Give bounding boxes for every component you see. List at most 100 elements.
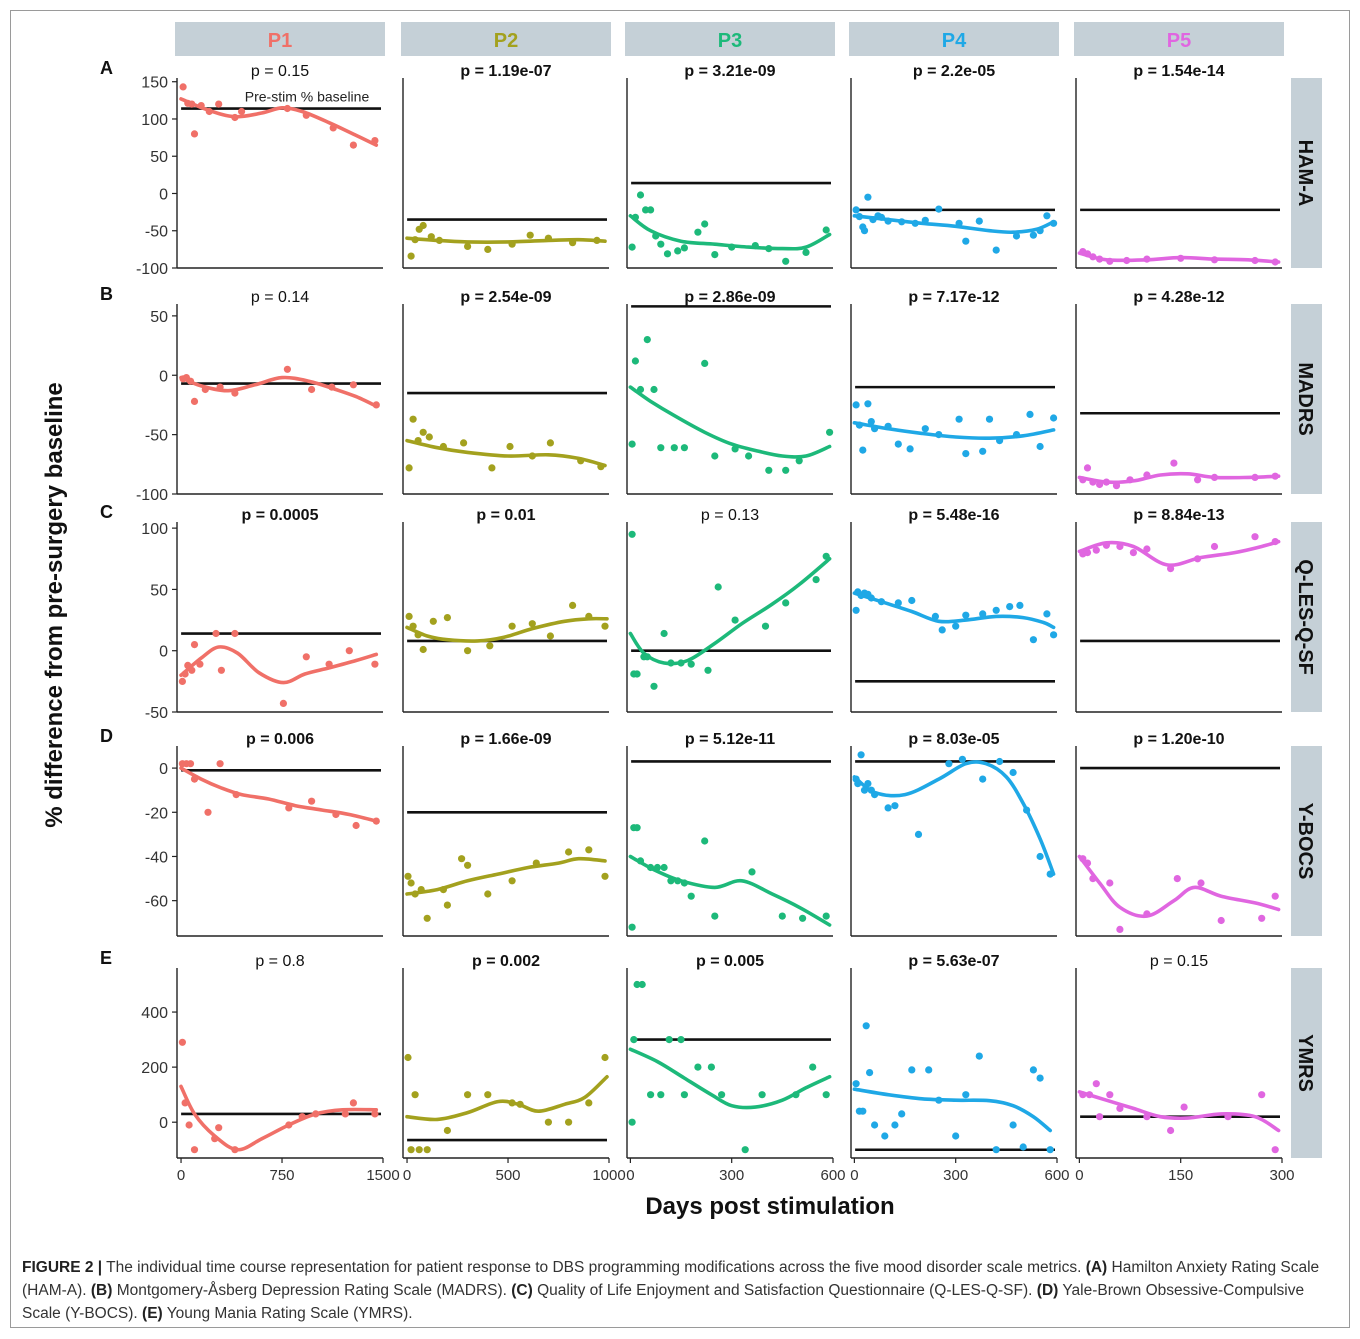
fit-curve xyxy=(179,766,379,823)
data-point xyxy=(795,457,803,465)
data-point xyxy=(707,1063,716,1071)
data-point xyxy=(464,861,472,869)
data-point xyxy=(1271,1146,1279,1154)
data-point xyxy=(859,1107,867,1115)
data-point xyxy=(532,859,540,867)
data-point xyxy=(352,821,360,830)
data-point xyxy=(636,857,645,865)
panel-letter-b: B xyxy=(100,284,113,304)
data-point xyxy=(864,780,872,788)
y-tick-label: 0 xyxy=(159,761,168,778)
data-point xyxy=(1019,1143,1027,1151)
y-tick-label: -100 xyxy=(136,487,168,504)
data-point xyxy=(636,385,645,394)
data-point xyxy=(992,606,1000,614)
data-point xyxy=(958,755,967,763)
data-point xyxy=(546,632,555,640)
data-point xyxy=(647,1091,655,1099)
data-point xyxy=(935,1096,943,1104)
data-point xyxy=(419,428,427,436)
fit-curve xyxy=(628,1047,832,1110)
data-point xyxy=(782,599,790,607)
panel-b-p1: 50 0 -50 -100 p = 0.14 xyxy=(136,289,383,504)
data-point xyxy=(404,872,412,880)
data-point xyxy=(952,622,960,630)
data-point xyxy=(1194,476,1202,484)
data-point xyxy=(1102,478,1110,486)
data-point xyxy=(1083,250,1092,258)
panel-d-p5: p = 1.20e-10 xyxy=(1075,731,1282,937)
data-point xyxy=(782,466,790,474)
data-point xyxy=(1085,1091,1094,1099)
data-point xyxy=(488,464,496,472)
data-point xyxy=(996,437,1004,445)
data-point xyxy=(283,365,291,373)
data-point xyxy=(877,598,886,606)
data-point xyxy=(565,1118,573,1126)
data-point xyxy=(822,226,830,234)
data-point xyxy=(938,626,946,634)
data-point xyxy=(285,804,293,812)
data-point xyxy=(871,1121,879,1129)
data-point xyxy=(906,445,914,453)
data-point xyxy=(1197,879,1205,887)
data-point xyxy=(680,879,689,887)
data-point xyxy=(860,786,869,794)
data-point xyxy=(898,218,906,226)
data-point xyxy=(212,629,220,638)
data-point xyxy=(1251,256,1259,265)
data-point xyxy=(1210,256,1219,264)
data-point xyxy=(414,437,422,445)
panel-letter-d: D xyxy=(100,726,113,746)
data-point xyxy=(802,248,810,256)
data-point xyxy=(1012,232,1021,240)
data-point xyxy=(427,233,435,241)
data-point xyxy=(405,464,413,472)
data-point xyxy=(778,912,786,920)
data-point xyxy=(653,863,662,872)
fit-curve xyxy=(179,97,379,147)
panel-e-p5: 0 150 300 p = 0.15 xyxy=(1075,953,1294,1184)
data-point xyxy=(1083,464,1092,472)
data-point xyxy=(414,631,422,639)
data-point xyxy=(601,1053,609,1062)
data-point xyxy=(633,980,641,989)
data-point xyxy=(642,206,650,214)
data-point xyxy=(852,401,860,409)
data-point xyxy=(714,583,722,591)
data-point xyxy=(667,659,675,667)
data-point xyxy=(1029,231,1037,239)
data-point xyxy=(216,383,224,391)
data-point xyxy=(484,890,492,898)
data-point xyxy=(782,257,790,265)
data-point xyxy=(979,610,987,618)
data-point xyxy=(231,1146,239,1154)
data-point xyxy=(633,824,641,832)
x-tick-label: 600 xyxy=(1044,1167,1069,1184)
data-point xyxy=(184,661,192,670)
data-point xyxy=(631,357,640,365)
y-tick-label: 200 xyxy=(141,1060,168,1077)
data-point xyxy=(332,810,340,819)
data-point xyxy=(308,385,316,394)
data-point xyxy=(302,111,310,119)
data-point xyxy=(217,666,225,674)
data-point xyxy=(1079,855,1087,863)
data-point xyxy=(585,846,593,854)
x-tick-label: 150 xyxy=(1168,1167,1193,1184)
data-point xyxy=(409,622,417,630)
row-strip-ymrs xyxy=(1291,968,1322,1158)
data-point xyxy=(1177,254,1185,262)
data-point xyxy=(1096,480,1104,489)
data-point xyxy=(1050,414,1058,422)
data-point xyxy=(508,240,516,248)
panel-c-p2: p = 0.01 xyxy=(402,507,609,713)
data-point xyxy=(1194,555,1202,563)
panel-letter-a: A xyxy=(100,58,113,78)
data-point xyxy=(871,425,879,433)
data-point xyxy=(302,653,310,661)
data-point xyxy=(670,444,678,452)
data-point xyxy=(197,102,205,110)
